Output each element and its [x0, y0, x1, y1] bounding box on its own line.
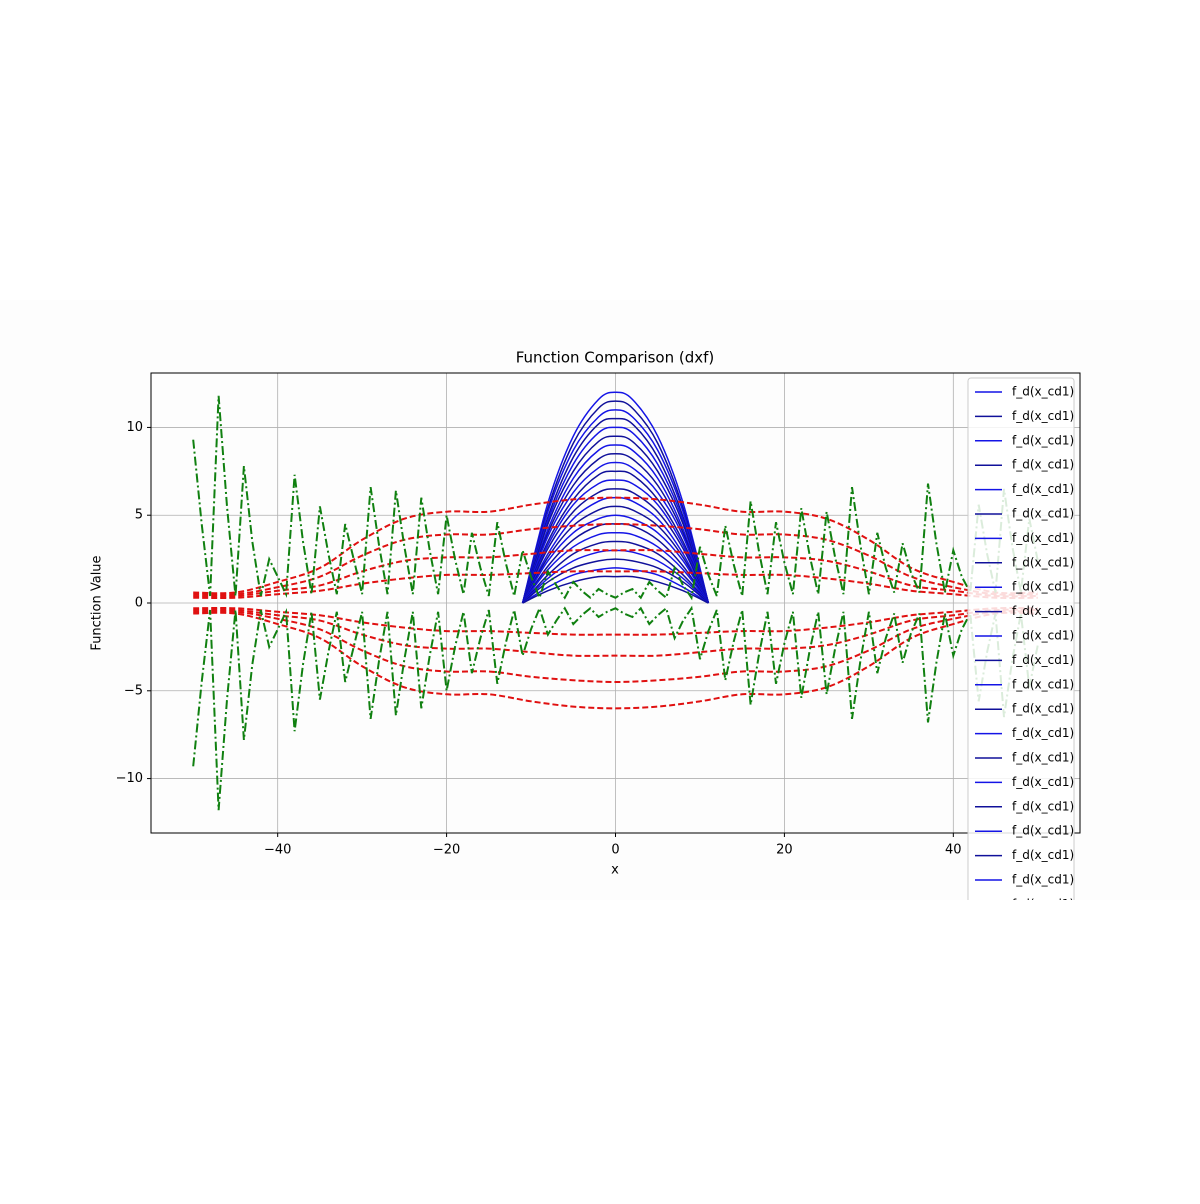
- y-tick-label: −10: [116, 771, 143, 786]
- legend-label: f_d(x_cd1): [1012, 824, 1074, 838]
- series-line: [193, 607, 1038, 636]
- legend: f_d(x_cd1) f_d(x_cd1) f_d(x_cd1) f_d(x_cd1)…: [967, 377, 1075, 911]
- legend-label: f_d(x_cd1): [1012, 677, 1074, 691]
- series-line: [522, 558, 709, 604]
- series-line: [521, 461, 710, 604]
- legend-label: f_d(x_cd1): [1012, 604, 1074, 618]
- x-tick-label: 40: [945, 843, 962, 858]
- y-axis-label: Function Value: [90, 555, 105, 650]
- series-line: [521, 505, 710, 604]
- legend-label: f_d(x_cd1): [1012, 751, 1074, 765]
- chart-title: Function Comparison (dxf): [516, 349, 715, 367]
- legend-label: f_d(x_cd1): [1012, 482, 1074, 496]
- legend-label: f_d(x_cd1): [1012, 775, 1074, 789]
- legend-label: f_d(x_cd1): [1012, 897, 1074, 911]
- y-tick-label: 0: [135, 596, 143, 611]
- series-line: [193, 611, 1038, 710]
- series-line: [521, 444, 710, 604]
- x-axis-label: x: [611, 863, 619, 878]
- legend-label: f_d(x_cd1): [1012, 873, 1074, 887]
- x-tick-label: −40: [264, 843, 291, 858]
- series-line: [521, 453, 710, 604]
- series-line: [521, 488, 710, 604]
- series-line: [522, 575, 709, 604]
- legend-label: f_d(x_cd1): [1012, 726, 1074, 740]
- legend-label: f_d(x_cd1): [1012, 653, 1074, 667]
- series-line: [192, 395, 1039, 601]
- series-line: [521, 479, 710, 604]
- legend-label: f_d(x_cd1): [1012, 629, 1074, 643]
- legend-box: [967, 377, 1075, 900]
- legend-label: f_d(x_cd1): [1012, 555, 1074, 569]
- series-line: [522, 531, 709, 604]
- series-line: [521, 435, 710, 604]
- legend-label: f_d(x_cd1): [1012, 531, 1074, 545]
- x-tick-label: 0: [611, 843, 619, 858]
- y-tick-label: 5: [135, 508, 143, 523]
- series-line: [192, 605, 1039, 811]
- y-tick-label: 10: [126, 420, 143, 435]
- legend-label: f_d(x_cd1): [1012, 507, 1074, 521]
- legend-label: f_d(x_cd1): [1012, 799, 1074, 813]
- legend-label: f_d(x_cd1): [1012, 409, 1074, 423]
- legend-label: f_d(x_cd1): [1012, 580, 1074, 594]
- legend-label: f_d(x_cd1): [1012, 702, 1074, 716]
- series-line: [521, 417, 710, 604]
- series-line: [521, 470, 710, 604]
- series-line: [521, 426, 710, 604]
- legend-label: f_d(x_cd1): [1012, 848, 1074, 862]
- y-tick-label: −5: [124, 683, 143, 698]
- series-line: [193, 570, 1038, 599]
- series-line: [193, 549, 1038, 598]
- series-line: [193, 496, 1038, 595]
- legend-label: f_d(x_cd1): [1012, 458, 1074, 472]
- series-line: [521, 400, 710, 604]
- plot-lines: [192, 391, 1039, 811]
- x-tick-label: −20: [433, 843, 460, 858]
- legend-label: f_d(x_cd1): [1012, 385, 1074, 399]
- legend-label: f_d(x_cd1): [1012, 433, 1074, 447]
- series-line: [521, 391, 710, 604]
- x-tick-label: 20: [776, 843, 793, 858]
- series-line: [193, 608, 1038, 657]
